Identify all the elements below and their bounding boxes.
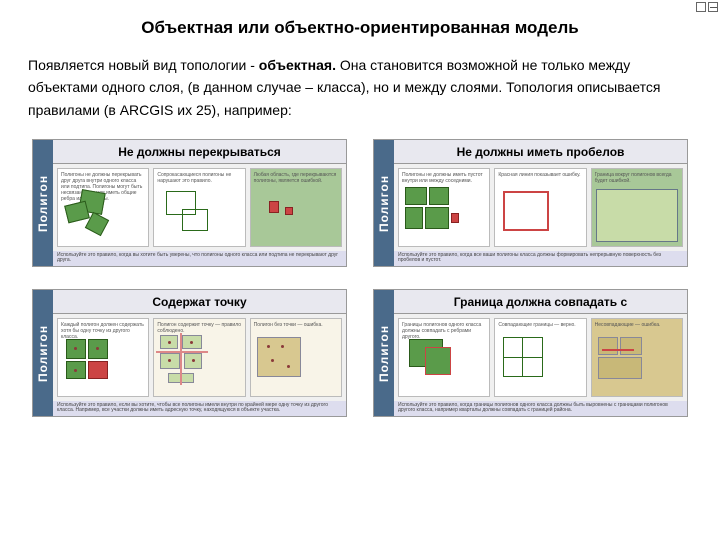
col-right: Любая область, где перекрываются полигон… xyxy=(250,168,342,247)
line-icon xyxy=(708,2,718,12)
col-left: Полигоны не должны иметь пустот внутри и… xyxy=(398,168,490,247)
card-title: Не должны иметь пробелов xyxy=(394,140,687,164)
rule-card-no-gaps: Полигон Не должны иметь пробелов Полигон… xyxy=(373,139,688,267)
card-title: Не должны перекрываться xyxy=(53,140,346,164)
col-mid: Сопрокасающиеся полигоны не нарушают это… xyxy=(153,168,245,247)
poly-icon xyxy=(696,2,706,12)
card-title: Граница должна совпадать с xyxy=(394,290,687,314)
card-footer: Используйте это правило, когда вы хотите… xyxy=(53,251,346,267)
rule-card-boundary-covered: Полигон Граница должна совпадать с Грани… xyxy=(373,289,688,417)
rule-grid: Полигон Не должны перекрываться Полигоны… xyxy=(28,139,692,417)
col-mid: Красная линия показывает ошибку. xyxy=(494,168,586,247)
col-left: Полигоны не должны перекрывать друг друг… xyxy=(57,168,149,247)
card-title: Содержат точку xyxy=(53,290,346,314)
intro-bold: объектная. xyxy=(259,57,336,73)
category-label: Полигон xyxy=(374,140,394,266)
category-label: Полигон xyxy=(374,290,394,416)
col-mid: Полигон содержит точку — правило соблюде… xyxy=(153,318,245,397)
card-footer: Используйте это правило, когда границы п… xyxy=(394,401,687,417)
intro-paragraph: Появляется новый вид топологии - объектн… xyxy=(28,54,692,121)
card-footer: Используйте это правило, если вы хотите,… xyxy=(53,401,346,417)
col-left: Границы полигонов одного класса должны с… xyxy=(398,318,490,397)
col-right: Полигон без точки — ошибка. xyxy=(250,318,342,397)
col-right: Несовпадающие — ошибка. xyxy=(591,318,683,397)
rule-card-no-overlap: Полигон Не должны перекрываться Полигоны… xyxy=(32,139,347,267)
col-mid: Совпадающие границы — верно. xyxy=(494,318,586,397)
col-left: Каждый полигон должен содержать хотя бы … xyxy=(57,318,149,397)
rule-card-contains-point: Полигон Содержат точку Каждый полигон до… xyxy=(32,289,347,417)
intro-pre: Появляется новый вид топологии - xyxy=(28,57,259,73)
category-label: Полигон xyxy=(33,290,53,416)
category-label: Полигон xyxy=(33,140,53,266)
card-footer: Используйте это правило, когда все ваши … xyxy=(394,251,687,267)
col-right: Граница вокруг полигонов всегда будет ош… xyxy=(591,168,683,247)
page-title: Объектная или объектно-ориентированная м… xyxy=(28,18,692,38)
rule-icons xyxy=(696,2,718,18)
